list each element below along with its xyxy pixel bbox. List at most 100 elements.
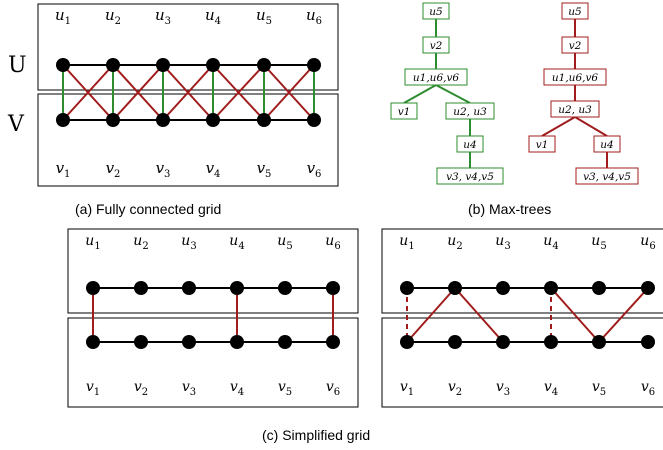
panel-simplified-grid: u1 v1 u2 v2 u3 v3 u4 v4 u5 v5 u6 v6 u1 v1 u2 v2 u3 v3 u4 v4…: [67, 228, 663, 443]
tree-green-node-box-1: [422, 36, 450, 54]
tree-red-node-box-5: [593, 135, 621, 153]
label-u3: u3: [155, 6, 171, 27]
c2-node-v2: [448, 335, 462, 349]
c2-node-v1: [400, 335, 414, 349]
label-v4: v4: [206, 159, 221, 180]
c1-node-v4: [230, 335, 244, 349]
c1-label-u3: u3: [181, 233, 196, 252]
c1-label-v2: v2: [134, 379, 148, 398]
tree-red-node-box-0: [561, 2, 589, 20]
node-v4: [206, 113, 220, 127]
tree-green-node-label-5: u4: [463, 139, 476, 151]
c1-node-u5: [278, 281, 292, 295]
tree-green-node-box-3: [390, 102, 418, 120]
c2-node-u5: [592, 281, 606, 295]
edge-u6-v5: [598, 287, 649, 343]
c1-label-v4: v4: [230, 379, 244, 398]
c1-label-u6: u6: [325, 233, 340, 252]
cross-edge-up-2: [112, 64, 164, 121]
label-u5: u5: [256, 6, 272, 27]
c2-label-v2: v2: [448, 379, 462, 398]
c2-label-v6: v6: [641, 379, 655, 398]
max-tree-green: u5 v2 u1,u6,v6 v1 u2, u3 u4 v3, v4,v5: [390, 2, 504, 185]
c1-label-v3: v3: [182, 379, 196, 398]
tree-green-node-box-4: [445, 102, 495, 120]
labels-c: u1 v1 u2 v2 u3 v3 u4 v4 u5 v5 u6 v6 u1 v1 u2 v2 u3 v3 u4 v4…: [85, 233, 655, 398]
edge-u2-v1: [406, 287, 456, 343]
tree-green-node-box-0: [422, 2, 450, 20]
u-row-frame-c1: [67, 228, 359, 314]
node-u4: [206, 58, 220, 72]
tree-green-edge-2: [403, 84, 437, 104]
c1-label-u2: u2: [133, 233, 148, 252]
c2-label-v4: v4: [544, 379, 558, 398]
c1-node-v2: [134, 335, 148, 349]
c2-node-v4: [544, 335, 558, 349]
panel-fully-connected-grid: U V u1 v1 u2 v2 u3 v3 u4 v4 u5 v5 u6 v6 (a) Fully c…: [7, 3, 339, 217]
node-v5: [257, 113, 271, 127]
cross-edges-a: [62, 64, 315, 121]
cross-edge-up-4: [212, 64, 265, 121]
v-row-frame-c2: [381, 317, 663, 408]
tree-green-node-label-0: u5: [429, 6, 443, 18]
caption-c: (c) Simplified grid: [262, 427, 370, 443]
c1-node-v6: [326, 335, 340, 349]
tree-red-node-label-1: v2: [569, 40, 582, 52]
tree-red-node-label-0: u5: [568, 6, 582, 18]
label-v1: v1: [56, 159, 71, 180]
label-v5: v5: [257, 159, 272, 180]
c1-node-v1: [86, 335, 100, 349]
node-u2: [106, 58, 120, 72]
edge-u2-v3: [454, 287, 504, 343]
node-u1: [56, 58, 70, 72]
label-v2: v2: [106, 159, 121, 180]
node-v1: [56, 113, 70, 127]
tree-red-node-box-1: [561, 36, 589, 54]
c1-label-u1: u1: [85, 233, 100, 252]
c1-node-u2: [134, 281, 148, 295]
node-u3: [156, 58, 170, 72]
label-v3: v3: [156, 159, 171, 180]
label-u4: u4: [205, 6, 221, 27]
node-u5: [257, 58, 271, 72]
node-v2: [106, 113, 120, 127]
c1-node-u1: [86, 281, 100, 295]
u-row-frame-c2: [381, 228, 663, 314]
c2-label-v3: v3: [496, 379, 510, 398]
c2-node-v3: [496, 335, 510, 349]
edges-c1: [92, 288, 334, 342]
c2-label-v1: v1: [400, 379, 414, 398]
edge-u4-v5: [550, 287, 600, 343]
node-v6: [307, 113, 321, 127]
label-u6: u6: [306, 6, 322, 27]
label-u1: u1: [55, 6, 71, 27]
row-label-V: V: [7, 112, 25, 137]
c2-node-u2: [448, 281, 462, 295]
c2-node-u4: [544, 281, 558, 295]
tree-green-node-box-2: [404, 68, 468, 86]
tree-red-node-box-4: [528, 135, 556, 153]
tree-green-node-label-4: u2, u3: [453, 106, 487, 118]
tree-green-node-box-6: [436, 167, 504, 185]
u-row-frame-a: [37, 3, 339, 91]
c1-label-u5: u5: [277, 233, 292, 252]
v-row-frame-c1: [67, 317, 359, 408]
c1-node-u6: [326, 281, 340, 295]
tree-green-node-label-6: v3, v4,v5: [446, 171, 494, 183]
c1-label-u4: u4: [229, 233, 244, 252]
tree-red-node-label-3: u2, u3: [558, 104, 592, 116]
tree-red-edge-3: [541, 116, 576, 137]
max-tree-red: u5 v2 u1,u6,v6 u2, u3 v1 u4 v3, v4,v5: [528, 2, 639, 185]
cross-edge-up-1: [62, 64, 114, 121]
node-u6: [307, 58, 321, 72]
c1-label-v6: v6: [326, 379, 340, 398]
row-label-U: U: [8, 53, 27, 78]
c2-node-u3: [496, 281, 510, 295]
c2-node-u6: [641, 281, 655, 295]
c2-label-v5: v5: [592, 379, 606, 398]
tree-red-node-label-2: u1,u6,v6: [552, 72, 598, 84]
c1-node-u3: [182, 281, 196, 295]
c2-label-u1: u1: [399, 233, 414, 252]
nodes-c: [86, 281, 655, 349]
